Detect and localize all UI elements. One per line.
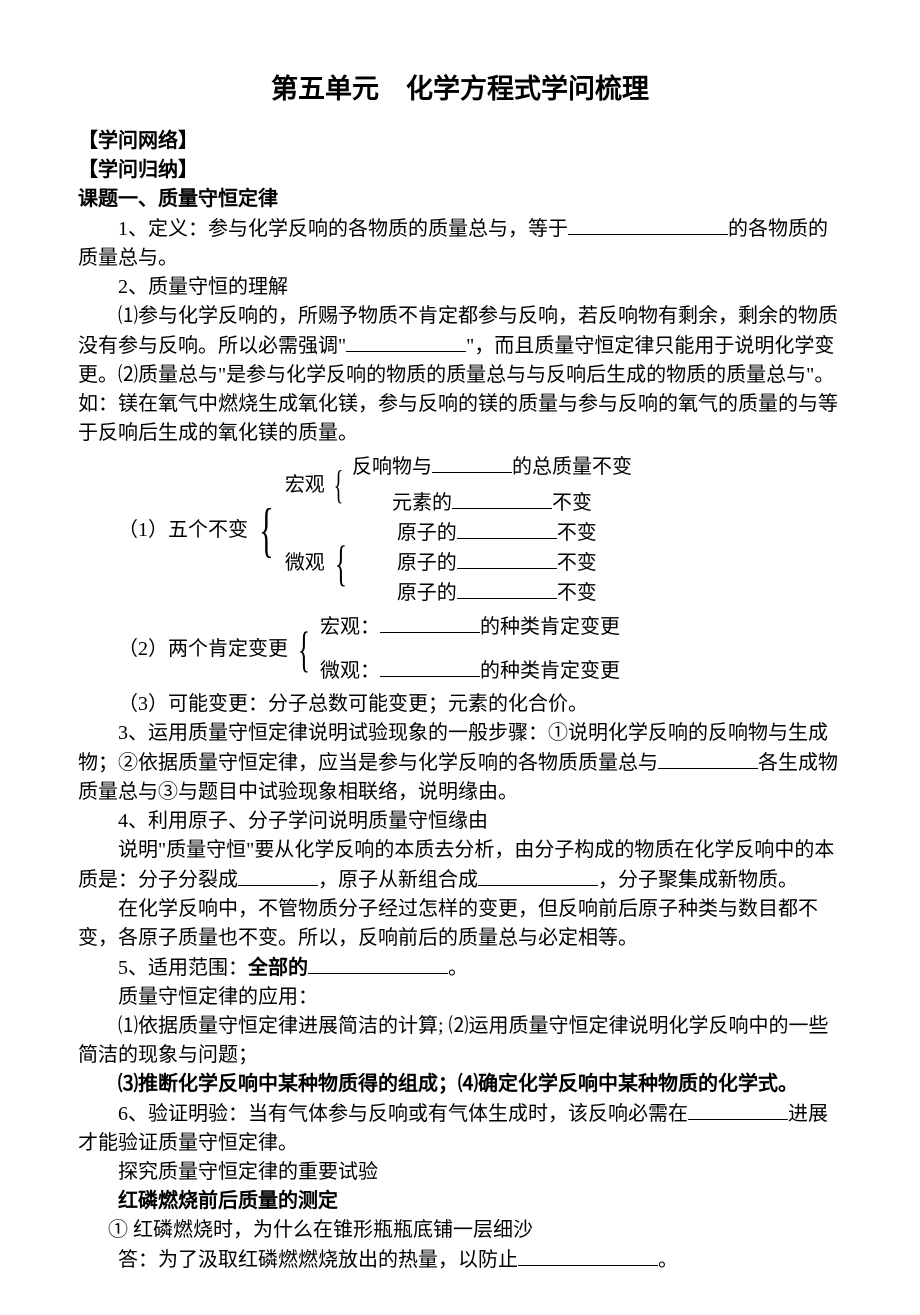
p-three: （3）可能变更：分子总数可能变更；元素的化合价。 xyxy=(78,690,842,719)
l4a: 原子的 xyxy=(397,552,457,574)
brace-icon: { xyxy=(259,515,273,545)
blank xyxy=(518,1245,658,1266)
p16a: 答：为了汲取红磷燃燃烧放出的热量，以防止 xyxy=(118,1249,518,1271)
micro-line2: 原子的 不变 xyxy=(397,548,597,578)
p12a: 6、验证明验：当有气体参与反响或有气体生成时，该反响必需在 xyxy=(118,1103,688,1125)
blank xyxy=(478,865,598,886)
brace-icon: { xyxy=(335,526,347,601)
l5a: 原子的 xyxy=(397,582,457,604)
micro-line3: 原子的 不变 xyxy=(397,578,597,608)
blank xyxy=(457,548,557,569)
two-label: （2）两个肯定变更 xyxy=(118,635,288,664)
blank xyxy=(457,518,557,539)
l4b: 不变 xyxy=(557,552,597,574)
topic-1: 课题一、质量守恒定律 xyxy=(78,185,842,214)
macro-label: 宏观 xyxy=(285,470,325,500)
p6c: ，分子聚集成新物质。 xyxy=(598,869,798,891)
p2: 2、质量守恒的理解 xyxy=(78,273,842,302)
p15: ① 红磷燃烧时，为什么在锥形瓶瓶底铺一层细沙 xyxy=(78,1216,842,1245)
l6b: 的种类肯定变更 xyxy=(480,616,620,638)
p13: 探究质量守恒定律的重要试验 xyxy=(78,1158,842,1187)
five-label: （1）五个不变 xyxy=(118,516,248,545)
l3b: 不变 xyxy=(557,522,597,544)
blank xyxy=(432,452,512,473)
blank xyxy=(308,953,448,974)
p8: 5、适用范围：全部的 。 xyxy=(78,953,842,983)
p12: 6、验证明验：当有气体参与反响或有气体生成时，该反响必需在进展才能验证质量守恒定… xyxy=(78,1099,842,1158)
p6: 说明"质量守恒"要从化学反响的本质去分析，由分子构成的物质在化学反响中的本质是：… xyxy=(78,836,842,895)
l3a: 原子的 xyxy=(397,522,457,544)
l2b: 不变 xyxy=(552,492,592,514)
p11: ⑶推断化学反响中某种物质得的组成；⑷确定化学反响中某种物质的化学式。 xyxy=(78,1070,842,1099)
l1b: 的总质量不变 xyxy=(512,456,632,478)
l6a: 宏观： xyxy=(320,616,380,638)
blank xyxy=(380,612,480,633)
p16b: 。 xyxy=(658,1249,678,1271)
brace-icon: { xyxy=(298,637,310,662)
brace-icon: { xyxy=(334,455,344,515)
blank xyxy=(238,865,318,886)
blank xyxy=(452,488,552,509)
blank-def xyxy=(568,214,728,235)
change-micro: 微观： 的种类肯定变更 xyxy=(320,656,620,686)
micro-label: 微观 xyxy=(285,548,325,578)
p10: ⑴依据质量守恒定律进展简洁的计算; ⑵运用质量守恒定律说明化学反响中的一些简洁的… xyxy=(78,1012,842,1070)
p8c: 。 xyxy=(448,957,468,979)
l5b: 不变 xyxy=(557,582,597,604)
l7a: 微观： xyxy=(320,660,380,682)
two-change-group: （2）两个肯定变更 { 宏观： 的种类肯定变更 微观： 的种类肯定变更 xyxy=(118,612,842,686)
def-text-a: 1、定义：参与化学反响的各物质的质量总与，等于 xyxy=(118,218,568,240)
p8a: 5、适用范围： xyxy=(118,957,248,979)
heading-summary: 【学问归纳】 xyxy=(78,156,842,185)
definition-line: 1、定义：参与化学反响的各物质的质量总与，等于的各物质的质量总与。 xyxy=(78,214,842,273)
p3: ⑴参与化学反响的，所赐予物质不肯定都参与反响，若反响物有剩余，剩余的物质没有参与… xyxy=(78,302,842,448)
p8b: 全部的 xyxy=(248,957,308,979)
five-unchanged-group: （1）五个不变 { 宏观 { 反响物与的总质量不变 元素的不变 微观 { 原子的… xyxy=(118,452,842,608)
blank xyxy=(380,656,480,677)
l7b: 的种类肯定变更 xyxy=(480,660,620,682)
p14: 红磷燃烧前后质量的测定 xyxy=(78,1187,842,1216)
blank-p3 xyxy=(346,331,466,352)
p16: 答：为了汲取红磷燃燃烧放出的热量，以防止 。 xyxy=(78,1245,842,1275)
micro-line1: 原子的 不变 xyxy=(397,518,597,548)
p4: 3、运用质量守恒定律说明试验现象的一般步骤：①说明化学反响的反响物与生成物；②依… xyxy=(78,719,842,807)
blank xyxy=(457,578,557,599)
p5: 4、利用原子、分子学问说明质量守恒缘由 xyxy=(78,807,842,836)
macro-line1: 反响物与 的总质量不变 xyxy=(352,452,632,482)
p9: 质量守恒定律的应用： xyxy=(78,983,842,1012)
macro-line2: 元素的 不变 xyxy=(352,488,632,518)
p7: 在化学反响中，不管物质分子经过怎样的变更，但反响前后原子种类与数目都不变，各原子… xyxy=(78,895,842,953)
l2a: 元素的 xyxy=(392,492,452,514)
p6b: ，原子从新组合成 xyxy=(318,869,478,891)
heading-network: 【学问网络】 xyxy=(78,127,842,156)
page-title: 第五单元 化学方程式学问梳理 xyxy=(78,70,842,109)
blank xyxy=(688,1099,788,1120)
blank xyxy=(658,748,758,769)
change-macro: 宏观： 的种类肯定变更 xyxy=(320,612,620,642)
l1a: 反响物与 xyxy=(352,456,432,478)
